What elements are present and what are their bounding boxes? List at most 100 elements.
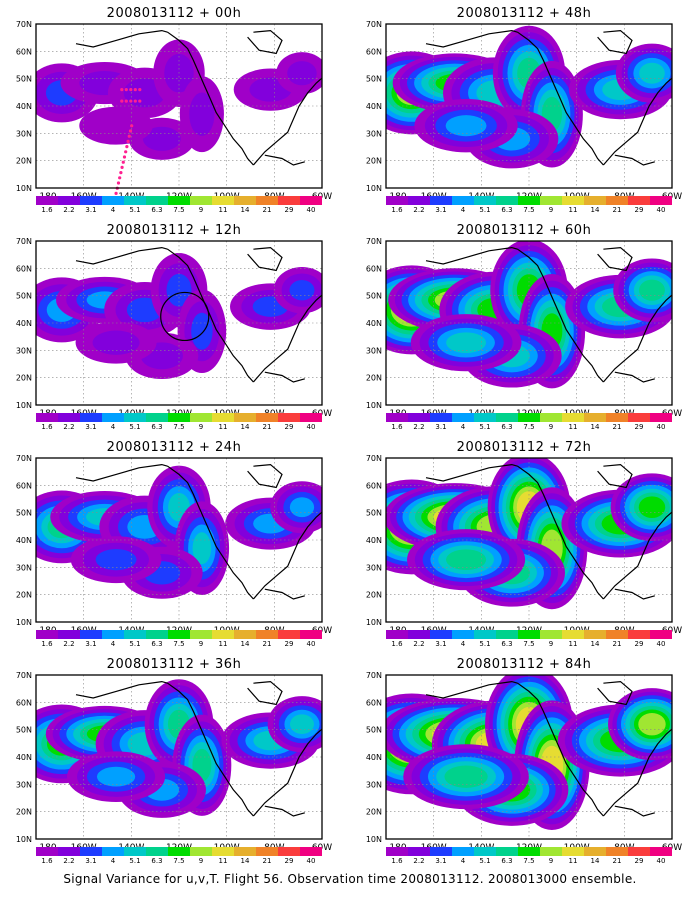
lat-tick-label: 40N xyxy=(366,753,382,762)
variance-contour xyxy=(445,115,487,137)
legend-level-label: 40 xyxy=(656,640,666,648)
legend-level-label: 5.1 xyxy=(479,857,491,865)
coastline xyxy=(252,294,323,383)
coastline xyxy=(597,246,633,272)
legend-level-label: 14 xyxy=(590,857,600,865)
legend-swatch xyxy=(452,630,474,639)
legend-labels: 1.6 2.2 3.1 4 5.1 6.3 7.5 9 11 14 21 29 40 xyxy=(386,206,672,216)
map-gridlines xyxy=(386,675,672,839)
legend-level-label: 6.3 xyxy=(501,206,513,214)
map-gridlines xyxy=(386,241,672,405)
legend-swatch xyxy=(124,413,146,422)
legend-level-label: 7.5 xyxy=(173,423,185,431)
legend-level-label: 11 xyxy=(568,423,578,431)
variance-contour xyxy=(92,330,140,355)
coastline xyxy=(75,463,168,482)
legend-level-label: 40 xyxy=(656,206,666,214)
legend-level-label: 4 xyxy=(460,640,466,648)
legend-level-label: 14 xyxy=(240,857,250,865)
variance-map: 70N60N50N40N30N20N10N180160W140W120W100W… xyxy=(16,20,332,202)
legend-level-label: 29 xyxy=(634,857,644,865)
legend-level-label: 21 xyxy=(612,206,622,214)
coastline xyxy=(167,31,254,166)
legend-swatch xyxy=(124,630,146,639)
legend-swatch xyxy=(124,196,146,205)
legend-level-label: 4 xyxy=(460,423,466,431)
lat-tick-label: 40N xyxy=(366,536,382,545)
legend-level-label: 29 xyxy=(284,423,294,431)
legend-swatch xyxy=(190,630,212,639)
legend-level-label: 7.5 xyxy=(523,857,535,865)
lat-tick-label: 70N xyxy=(16,20,32,29)
variance-contour xyxy=(444,765,488,788)
coastline xyxy=(264,588,305,600)
legend-level-label: 4 xyxy=(110,857,116,865)
map-gridlines xyxy=(36,24,322,188)
legend-swatch xyxy=(278,847,300,856)
map-frame xyxy=(385,240,673,406)
legend-swatch xyxy=(256,630,278,639)
legend-swatch xyxy=(430,847,452,856)
variance-map: 70N60N50N40N30N20N10N180160W140W120W100W… xyxy=(366,671,682,853)
coastline xyxy=(597,29,633,55)
legend-swatch xyxy=(584,196,606,205)
coastline xyxy=(602,511,673,600)
legend-labels: 1.6 2.2 3.1 4 5.1 6.3 7.5 9 11 14 21 29 40 xyxy=(386,640,672,650)
coastline xyxy=(614,588,655,600)
legend-level-label: 6.3 xyxy=(151,206,163,214)
legend-swatch xyxy=(430,630,452,639)
legend-level-label: 21 xyxy=(612,423,622,431)
legend-level-label: 7.5 xyxy=(523,640,535,648)
map-frame xyxy=(385,23,673,189)
legend-level-label: 40 xyxy=(306,423,316,431)
variance-map: 70N60N50N40N30N20N10N180160W140W120W100W… xyxy=(16,237,332,419)
legend-swatch xyxy=(408,630,430,639)
lat-tick-label: 60N xyxy=(16,47,32,56)
lat-tick-label: 10N xyxy=(16,618,32,627)
legend-swatch xyxy=(650,413,672,422)
variance-contour xyxy=(289,714,314,735)
variance-map: 70N60N50N40N30N20N10N180160W140W120W100W… xyxy=(16,671,332,853)
variance-map: 70N60N50N40N30N20N10N180160W140W120W100W… xyxy=(16,454,332,636)
coastline xyxy=(247,463,283,489)
lat-tick-label: 50N xyxy=(366,292,382,301)
lat-tick-label: 50N xyxy=(366,75,382,84)
legend-swatch xyxy=(190,196,212,205)
legend-swatch xyxy=(102,630,124,639)
legend-swatch xyxy=(430,196,452,205)
legend-swatch xyxy=(80,847,102,856)
color-legend-bar xyxy=(386,847,672,856)
lat-tick-label: 10N xyxy=(366,835,382,844)
variance-contour xyxy=(446,332,487,353)
variance-contour xyxy=(189,92,215,136)
legend-labels: 1.6 2.2 3.1 4 5.1 6.3 7.5 9 11 14 21 29 40 xyxy=(36,206,322,216)
legend-level-label: 1.6 xyxy=(391,423,403,431)
panel-title: 2008013112 + 12h xyxy=(106,223,242,238)
coastline xyxy=(597,680,633,706)
coastline xyxy=(425,680,518,699)
legend-swatch xyxy=(80,630,102,639)
legend-level-label: 21 xyxy=(612,857,622,865)
legend-level-label: 3.1 xyxy=(435,206,447,214)
legend-swatch xyxy=(212,630,234,639)
legend-swatch xyxy=(518,630,540,639)
forecast-panel: 2008013112 + 00h70N60N50N40N30N20N10N180… xyxy=(4,0,344,220)
legend-level-label: 1.6 xyxy=(41,640,53,648)
lat-tick-label: 10N xyxy=(366,184,382,193)
lat-tick-label: 20N xyxy=(16,374,32,383)
map-frame xyxy=(35,23,323,189)
coastline xyxy=(264,805,305,817)
legend-swatch xyxy=(606,630,628,639)
forecast-panel: 2008013112 + 72h70N60N50N40N30N20N10N180… xyxy=(354,434,694,654)
coastline xyxy=(264,154,305,166)
legend-swatch xyxy=(474,413,496,422)
legend-level-label: 9 xyxy=(548,857,554,865)
legend-level-label: 21 xyxy=(262,640,272,648)
legend-level-label: 1.6 xyxy=(391,640,403,648)
legend-level-label: 2.2 xyxy=(63,857,75,865)
forecast-panel: 2008013112 + 60h70N60N50N40N30N20N10N180… xyxy=(354,217,694,437)
lat-tick-label: 70N xyxy=(366,454,382,463)
legend-swatch xyxy=(234,630,256,639)
color-legend-bar xyxy=(36,847,322,856)
legend-swatch xyxy=(300,413,322,422)
